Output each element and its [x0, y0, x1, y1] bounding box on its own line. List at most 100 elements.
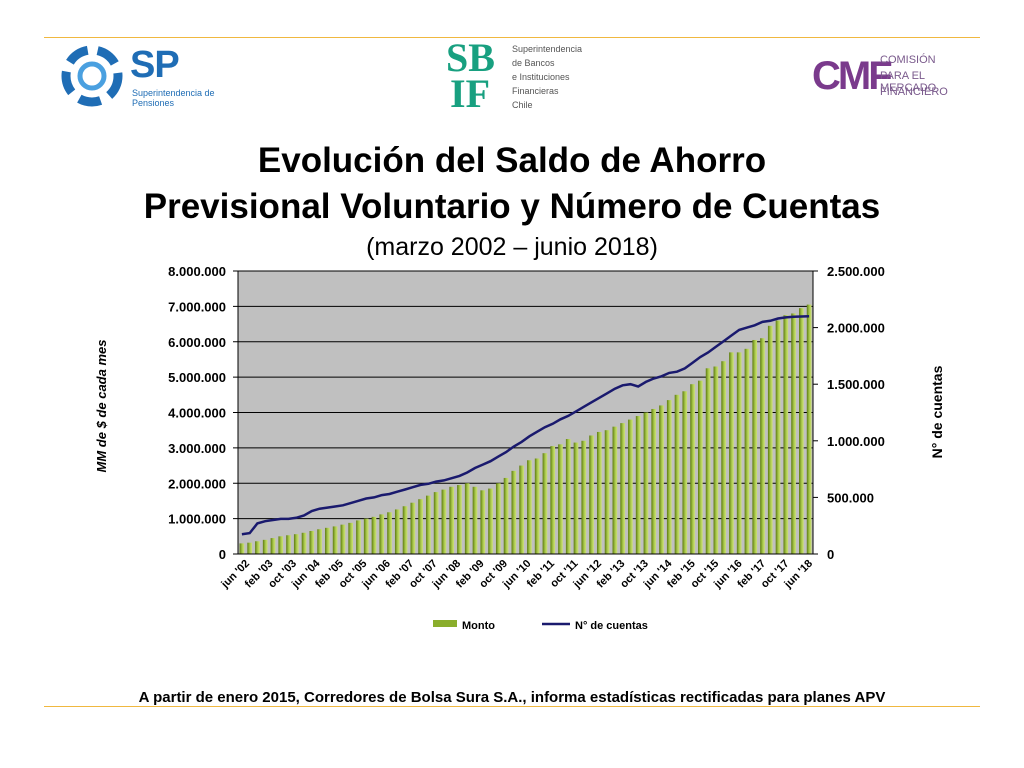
bar-monto — [394, 509, 400, 554]
y2-tick-label: 1.000.000 — [827, 434, 885, 449]
bar-monto — [643, 412, 649, 554]
y-tick-label: 7.000.000 — [168, 299, 226, 314]
bar-monto — [317, 529, 322, 554]
bar-monto — [604, 430, 610, 554]
bar-monto — [325, 527, 330, 554]
bar-monto — [457, 485, 462, 554]
bar-series-monto — [239, 304, 812, 554]
bar-monto — [589, 435, 594, 554]
bar-monto — [674, 394, 680, 554]
title-line-1: Evolución del Saldo de Ahorro — [257, 141, 767, 180]
cmf-caption-3: FINANCIERO — [880, 86, 948, 98]
bar-monto — [682, 391, 688, 554]
y2-axis-label: N° de cuentas — [929, 365, 945, 458]
sp-logo-mark — [61, 45, 123, 107]
bar-monto — [301, 532, 307, 554]
bar-monto — [363, 518, 369, 554]
sbif-caption-1: Superintendencia — [512, 44, 583, 54]
bar-monto — [573, 442, 579, 554]
bar-monto — [449, 486, 455, 554]
legend-label-cuentas: N° de cuentas — [575, 620, 648, 632]
bar-monto — [534, 458, 540, 554]
sbif-mark-top: SB — [446, 35, 495, 80]
y2-tick-label: 500.000 — [827, 490, 874, 505]
y-tick-label: 2.000.000 — [168, 476, 226, 491]
y-tick-label: 5.000.000 — [168, 370, 226, 385]
sbif-mark-bottom: IF — [450, 71, 490, 116]
bar-monto — [783, 315, 789, 554]
y-tick-label: 3.000.000 — [168, 441, 226, 456]
bar-monto — [433, 492, 439, 554]
chart: 8.000.000 7.000.000 6.000.000 5.000.000 4.00… — [94, 264, 945, 632]
footnote: A partir de enero 2015, Corredores de Bo… — [138, 689, 886, 706]
bar-monto — [651, 408, 657, 554]
bar-monto — [806, 304, 812, 554]
bar-monto — [418, 499, 423, 554]
sbif-logo: SB IF Superintendencia de Bancos e Insti… — [446, 38, 586, 120]
bar-monto — [596, 431, 602, 554]
top-rule — [44, 37, 980, 38]
sbif-caption-4: Financieras — [512, 86, 559, 96]
bar-monto — [760, 338, 765, 554]
cmf-caption-2: PARA EL MERCADO — [880, 70, 937, 94]
bar-monto — [612, 426, 618, 554]
bar-monto — [402, 506, 408, 554]
bar-monto — [721, 361, 726, 554]
bar-monto — [581, 440, 587, 554]
bar-monto — [775, 320, 781, 554]
y-tick-labels: 8.000.000 7.000.000 6.000.000 5.000.000 4.00… — [168, 264, 226, 562]
bar-monto — [519, 465, 524, 554]
bar-monto — [464, 483, 470, 554]
bar-monto — [666, 400, 672, 554]
sp-logo: SP Superintendencia de Pensiones — [58, 40, 218, 112]
bar-monto — [270, 538, 276, 554]
bar-monto — [799, 308, 804, 554]
subtitle: (marzo 2002 – junio 2018) — [366, 233, 658, 261]
sp-caption-1: Superintendencia de — [132, 88, 215, 98]
bar-monto — [472, 486, 478, 554]
bar-monto — [356, 520, 361, 554]
y-axis-label: MM de $ de cada mes — [94, 340, 109, 473]
bar-monto — [713, 366, 719, 554]
bar-monto — [348, 522, 353, 554]
y-tick-label: 1.000.000 — [168, 512, 226, 527]
bar-monto — [791, 313, 796, 554]
y2-tick-label: 0 — [827, 547, 834, 562]
bar-monto — [628, 419, 633, 554]
y-tick-label: 4.000.000 — [168, 406, 226, 421]
sbif-caption-3: e Instituciones — [512, 72, 570, 82]
y-tick-label: 8.000.000 — [168, 264, 226, 279]
bar-monto — [293, 534, 299, 554]
bar-monto — [620, 423, 625, 554]
sbif-caption-5: Chile — [512, 100, 533, 110]
bar-monto — [441, 489, 447, 554]
bar-monto — [550, 446, 556, 554]
bar-monto — [410, 502, 416, 554]
bar-monto — [698, 380, 703, 554]
sp-caption-2: Pensiones — [132, 98, 175, 108]
bar-monto — [565, 439, 571, 554]
bar-monto — [503, 477, 509, 554]
bar-monto — [278, 536, 284, 554]
y-tick-label: 6.000.000 — [168, 335, 226, 350]
y-tick-label: 0 — [219, 547, 226, 562]
legend: Monto N° de cuentas — [433, 620, 648, 632]
y2-tick-labels: 2.500.000 2.000.000 1.500.000 1.000.000 500.… — [827, 264, 885, 562]
sbif-caption-2: de Bancos — [512, 58, 555, 68]
bar-monto — [690, 384, 695, 554]
bar-monto — [255, 541, 260, 554]
y2-tick-label: 2.000.000 — [827, 321, 885, 336]
cmf-caption-1: COMISIÓN — [880, 54, 936, 66]
bar-monto — [340, 524, 346, 554]
bar-monto — [286, 535, 291, 554]
bottom-rule — [44, 706, 980, 707]
bar-monto — [426, 495, 431, 554]
legend-label-monto: Monto — [462, 620, 495, 632]
bar-monto — [527, 460, 532, 554]
bar-monto — [309, 531, 315, 554]
bar-monto — [659, 405, 664, 554]
bar-monto — [767, 325, 773, 554]
bar-monto — [752, 339, 758, 554]
bar-monto — [239, 543, 245, 554]
